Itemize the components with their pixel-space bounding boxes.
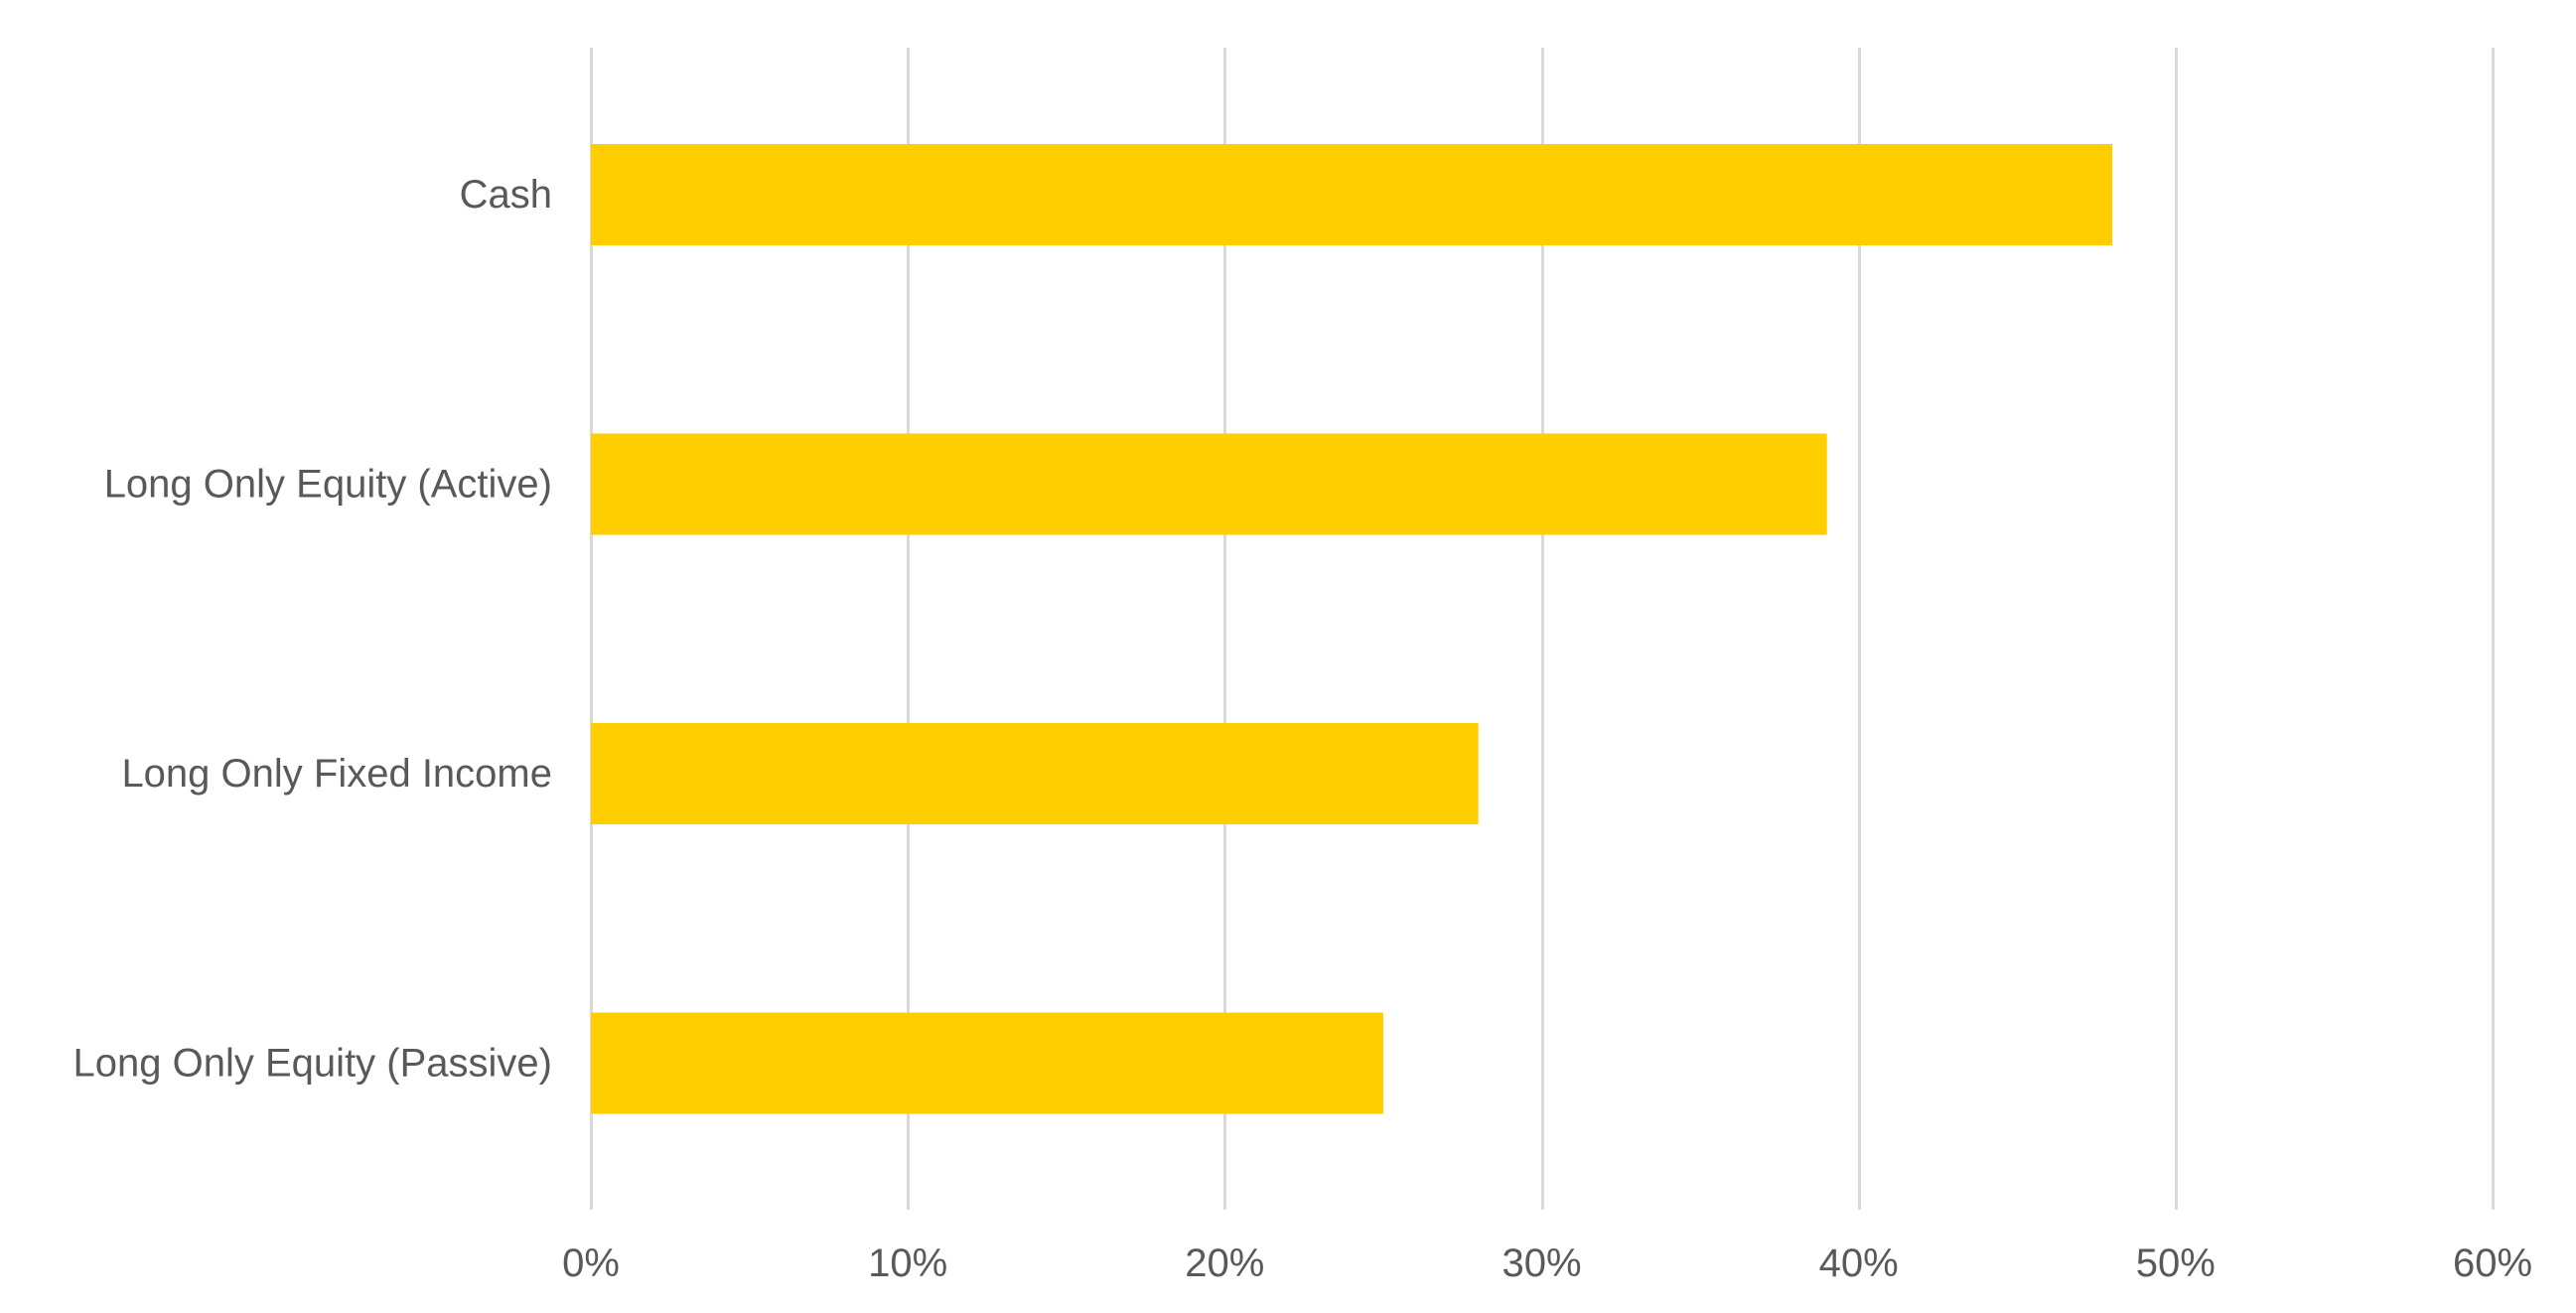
- x-tick-label: 60%: [2453, 1241, 2532, 1285]
- x-tick-label: 0%: [562, 1241, 620, 1285]
- bar: [591, 723, 1479, 824]
- category-label: Long Only Equity (Passive): [73, 1042, 552, 1086]
- category-label: Cash: [460, 173, 552, 217]
- x-tick-labels: 0% 10% 20% 30% 40% 50% 60%: [562, 1241, 2532, 1285]
- x-tick-label: 30%: [1502, 1241, 1581, 1285]
- category-label: Long Only Fixed Income: [121, 752, 552, 796]
- x-tick-label: 20%: [1185, 1241, 1264, 1285]
- bars: [591, 144, 2112, 1114]
- x-tick-label: 10%: [868, 1241, 947, 1285]
- x-tick-label: 40%: [1819, 1241, 1899, 1285]
- x-tick-label: 50%: [2136, 1241, 2216, 1285]
- category-label: Long Only Equity (Active): [104, 463, 552, 507]
- category-labels: Cash Long Only Equity (Active) Long Only F…: [73, 173, 552, 1086]
- bar: [591, 1012, 1383, 1114]
- bar: [591, 433, 1827, 535]
- bar: [591, 144, 2112, 245]
